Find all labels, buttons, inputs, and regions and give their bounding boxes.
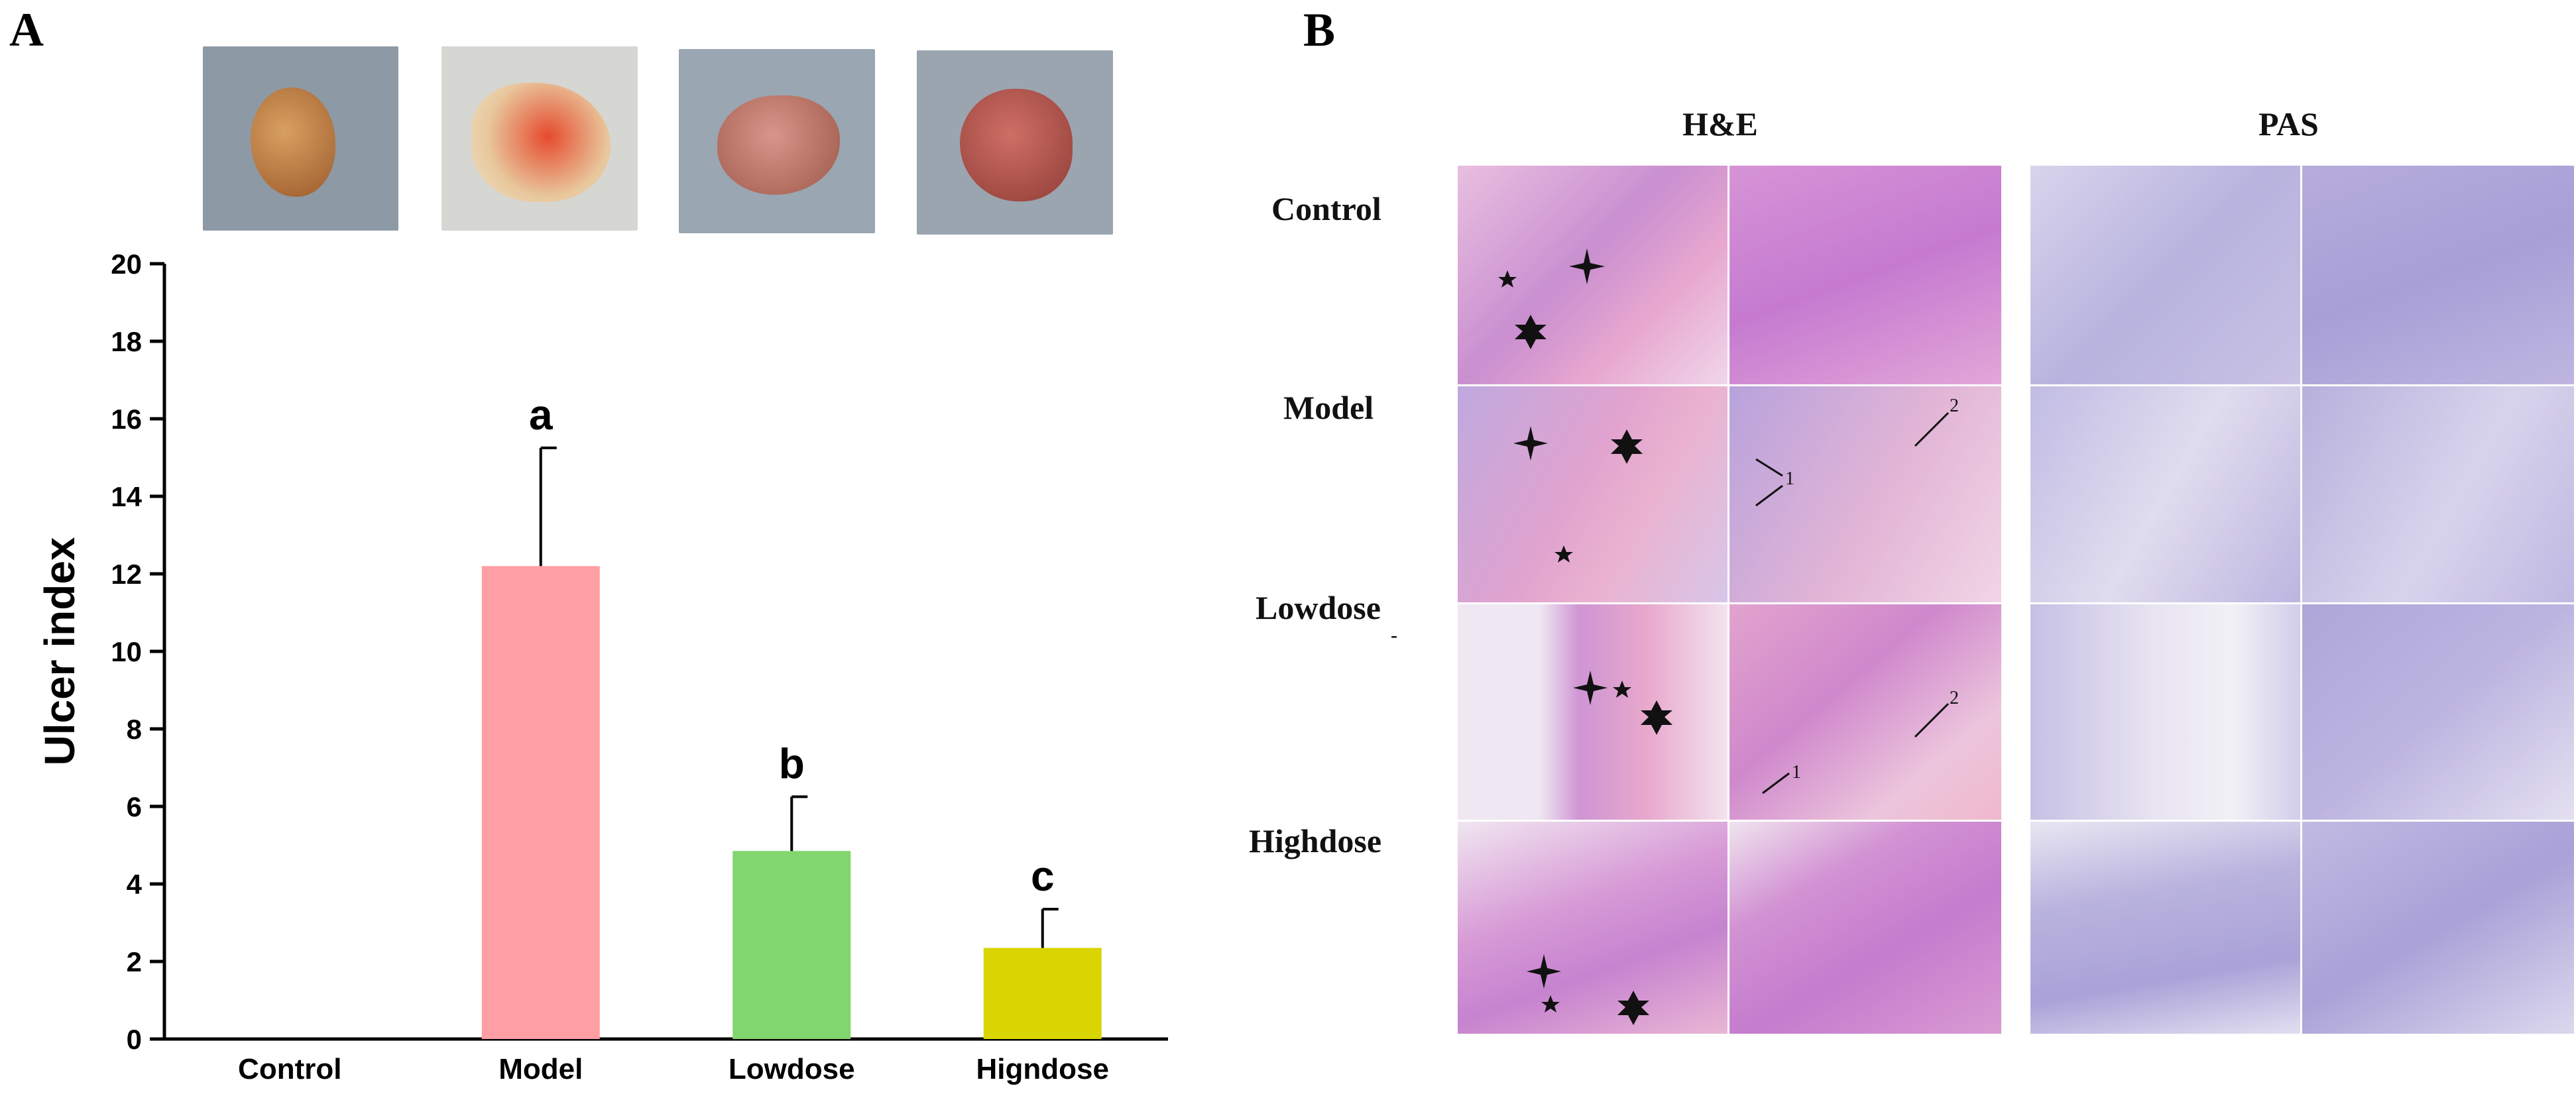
y-tick-label: 8 bbox=[127, 714, 142, 745]
cross-star-marker bbox=[1573, 671, 1608, 705]
he-model-high-magnification: 1 2 bbox=[1729, 386, 2001, 602]
arrow-label-2: 2 bbox=[1950, 396, 1959, 416]
arrow-annotations-lowdose: 1 2 bbox=[1762, 688, 1959, 795]
row-label-highdose: Highdose bbox=[1249, 822, 1382, 859]
arrow-label-2: 2 bbox=[1950, 688, 1959, 708]
he-control-low-magnification bbox=[1458, 166, 1727, 384]
row-label-lowdose: Lowdose bbox=[1256, 589, 1381, 626]
bars: a b c bbox=[481, 391, 1102, 1039]
significance-letter-model: a bbox=[529, 391, 553, 439]
bar-higndose bbox=[983, 948, 1102, 1039]
pas-control-low-magnification bbox=[2030, 166, 2300, 384]
column-header-he: H&E bbox=[1682, 105, 1758, 142]
star-marker bbox=[1541, 995, 1560, 1013]
he-lowdose-high-magnification: 1 2 bbox=[1729, 604, 2001, 820]
y-tick-label: 16 bbox=[111, 404, 142, 435]
stomach-photo-control bbox=[203, 46, 398, 231]
pas-lowdose-high-magnification bbox=[2302, 604, 2574, 820]
arrow-2 bbox=[1914, 411, 1950, 447]
y-tick-label: 12 bbox=[111, 559, 142, 590]
stomach-photo-model bbox=[441, 46, 638, 231]
six-point-star-marker bbox=[1617, 991, 1649, 1025]
y-tick-label: 6 bbox=[127, 791, 142, 822]
stomach-specimen-model bbox=[471, 83, 611, 202]
pas-model-low-magnification bbox=[2030, 386, 2300, 602]
x-tick-label-lowdose: Lowdose bbox=[729, 1053, 855, 1085]
six-point-star-marker bbox=[1515, 315, 1547, 349]
y-ticks: 0 2 4 6 8 10 12 14 16 18 20 bbox=[111, 248, 164, 1055]
bar-model bbox=[481, 566, 600, 1039]
row-label-control: Control bbox=[1271, 190, 1381, 227]
star-marker bbox=[1554, 545, 1573, 563]
y-tick-label: 2 bbox=[127, 946, 142, 977]
he-image-grid: 1 2 1 2 bbox=[1458, 166, 2001, 1034]
he-highdose-low-magnification bbox=[1458, 822, 1727, 1034]
cross-star-marker bbox=[1513, 426, 1548, 461]
x-tick-label-model: Model bbox=[498, 1053, 583, 1085]
y-tick-label: 18 bbox=[111, 326, 142, 357]
y-tick-label: 10 bbox=[111, 636, 142, 667]
stomach-specimen-lowdose bbox=[717, 95, 840, 195]
pas-image-grid bbox=[2030, 166, 2574, 1034]
y-tick-label: 0 bbox=[127, 1024, 142, 1055]
panel-b-label: B bbox=[1303, 3, 1336, 56]
panel-a-label: A bbox=[9, 3, 44, 56]
pas-model-high-magnification bbox=[2302, 386, 2574, 602]
stomach-specimen-control bbox=[251, 87, 335, 197]
arrow-label-1: 1 bbox=[1792, 762, 1801, 783]
stomach-photo-higndose bbox=[917, 50, 1113, 235]
pas-highdose-low-magnification bbox=[2030, 822, 2300, 1034]
chart-axes bbox=[162, 264, 1168, 1041]
x-tick-label-higndose: Higndose bbox=[976, 1053, 1109, 1085]
x-tick-label-control: Control bbox=[238, 1053, 341, 1085]
he-control-high-magnification bbox=[1729, 166, 2001, 384]
pas-control-high-magnification bbox=[2302, 166, 2574, 384]
star-marker bbox=[1613, 681, 1631, 698]
stray-mark: - bbox=[1391, 624, 1397, 646]
y-tick-label: 4 bbox=[127, 869, 143, 900]
column-header-pas: PAS bbox=[2258, 105, 2319, 142]
tissue-markers-highdose bbox=[1527, 954, 1649, 1025]
arrow-1a bbox=[1755, 458, 1783, 477]
star-marker bbox=[1498, 270, 1517, 288]
row-label-model: Model bbox=[1283, 389, 1374, 426]
significance-letter-higndose: c bbox=[1031, 852, 1055, 900]
significance-letter-lowdose: b bbox=[779, 740, 805, 787]
cross-star-marker bbox=[1527, 954, 1561, 989]
pas-highdose-high-magnification bbox=[2302, 822, 2574, 1034]
y-tick-label: 14 bbox=[111, 481, 142, 512]
arrow-annotations-model: 1 2 bbox=[1755, 396, 1959, 507]
cross-star-marker bbox=[1569, 248, 1605, 284]
pas-lowdose-low-magnification bbox=[2030, 604, 2300, 820]
tissue-markers-model bbox=[1513, 426, 1643, 563]
arrow-2 bbox=[1914, 702, 1950, 738]
he-model-low-magnification bbox=[1458, 386, 1727, 602]
bar-lowdose bbox=[732, 851, 851, 1039]
arrow-1 bbox=[1762, 772, 1790, 795]
ulcer-index-chart: 0 2 4 6 8 10 12 14 16 18 20 a b c Control Model Lowdos… bbox=[36, 248, 1168, 1085]
y-tick-label: 20 bbox=[111, 248, 142, 280]
six-point-star-marker bbox=[1611, 429, 1643, 464]
tissue-markers-control bbox=[1498, 248, 1605, 349]
stomach-photo-lowdose bbox=[679, 49, 875, 233]
y-axis-title: Ulcer index bbox=[36, 537, 84, 765]
he-highdose-high-magnification bbox=[1729, 822, 2001, 1034]
stomach-specimen-higndose bbox=[960, 89, 1073, 201]
x-tick-labels: Control Model Lowdose Higndose bbox=[238, 1053, 1109, 1085]
he-lowdose-low-magnification bbox=[1458, 604, 1727, 820]
arrow-label-1: 1 bbox=[1785, 468, 1794, 489]
tissue-markers-lowdose bbox=[1573, 671, 1672, 735]
arrow-1b bbox=[1755, 484, 1783, 507]
six-point-star-marker bbox=[1641, 700, 1672, 735]
